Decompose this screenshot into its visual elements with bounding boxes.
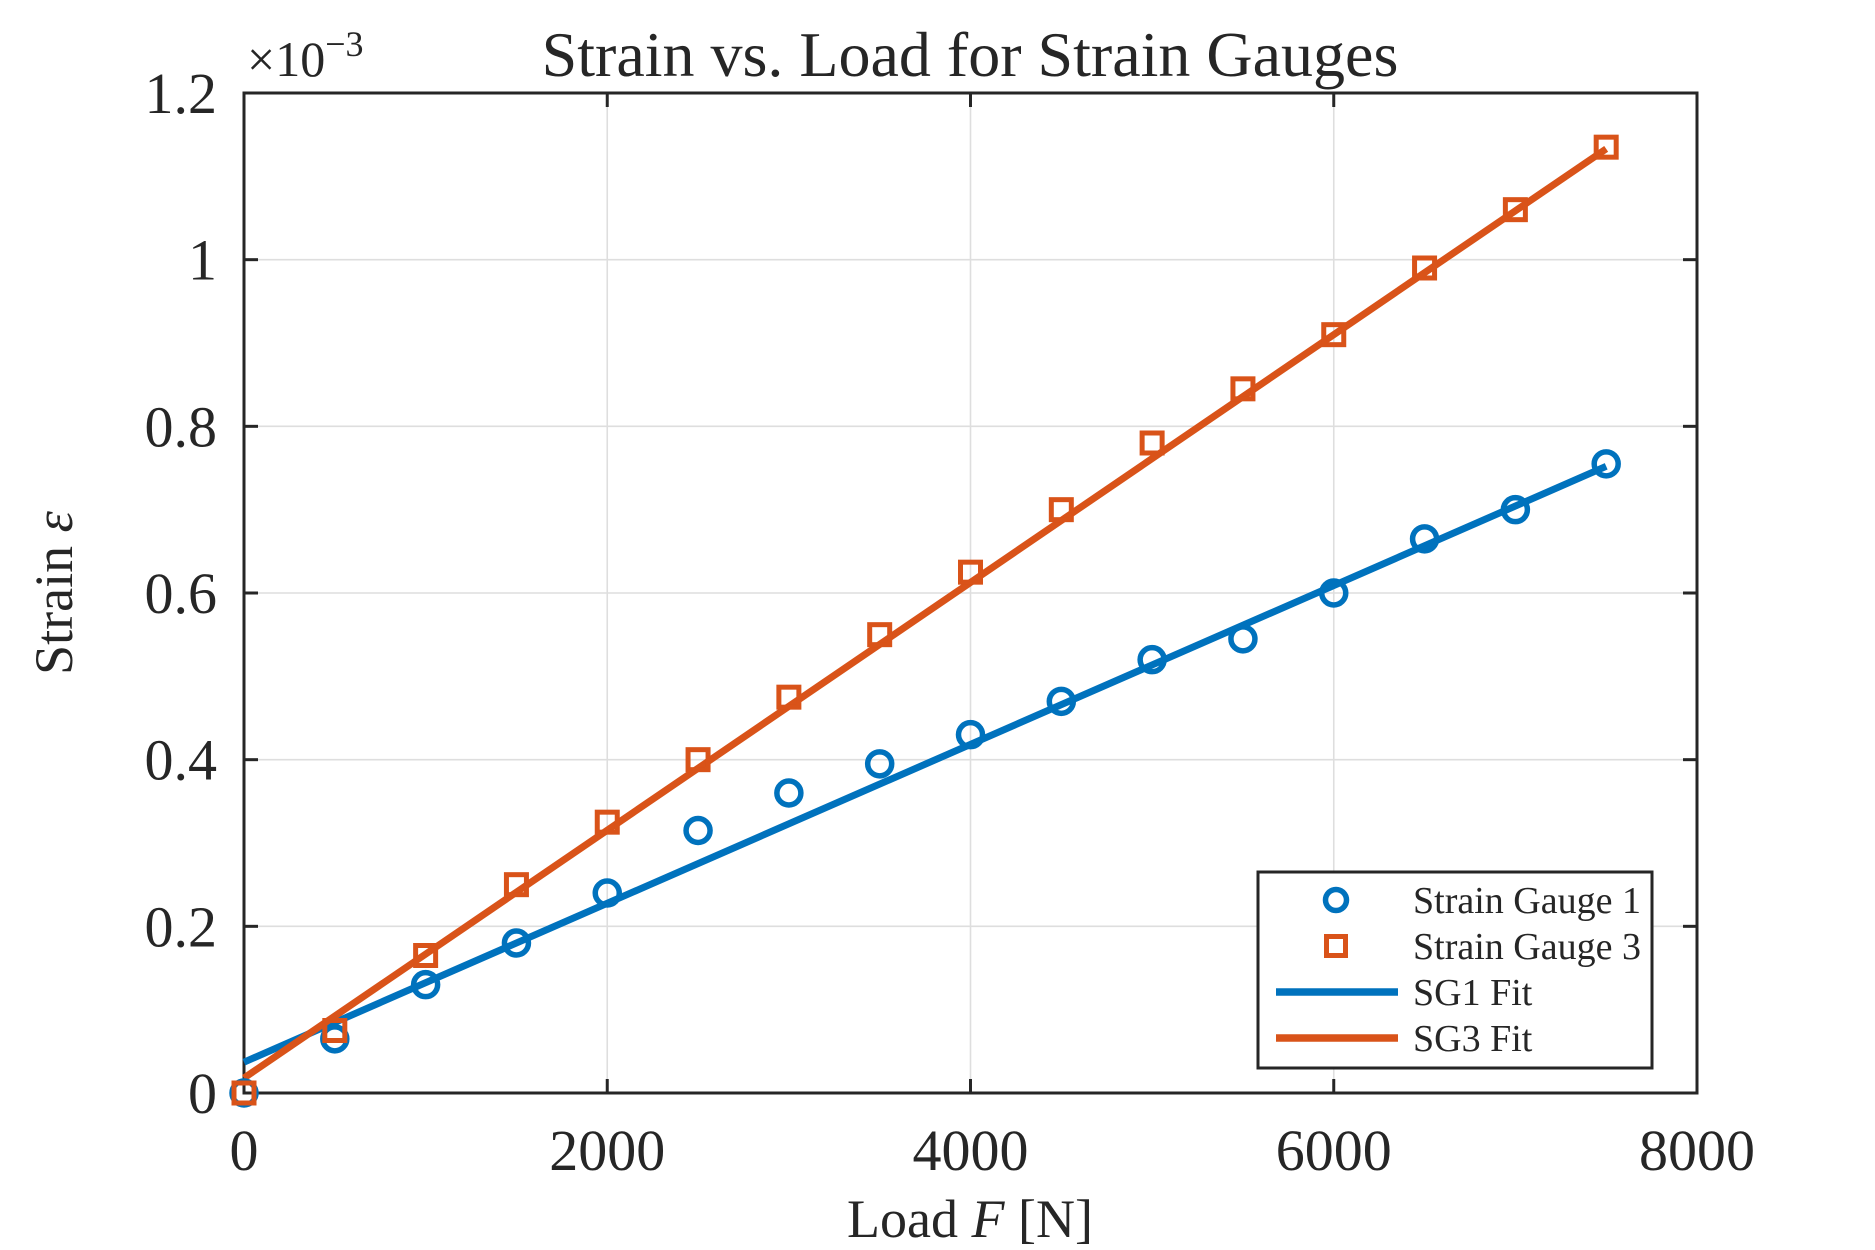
y-tick-label: 0.2 [145,894,218,959]
tick-labels: 0 2000 4000 6000 8000 0 0.2 0.4 0.6 0.8 1 1.2 [145,61,1756,1183]
data-point-square [958,559,983,585]
x-tick-label: 2000 [549,1118,665,1183]
data-point-circle [1137,644,1167,675]
data-point-circle [1500,494,1531,525]
data-point-circle [774,778,804,808]
y-tick-label: 1.2 [145,61,218,126]
legend-label: Strain Gauge 3 [1413,926,1641,968]
legend-row: SG1 Fit [1276,972,1533,1014]
data-point-square [1230,376,1256,402]
sg3-fit-line [242,145,1609,1081]
data-point-circle [501,928,532,958]
data-point-square [1139,430,1165,456]
data-point-circle [1046,686,1077,717]
y-tick-label: 0.8 [145,394,218,459]
legend-label: SG3 Fit [1413,1018,1533,1060]
axes-box [242,91,1699,1095]
data-point-circle [1228,624,1258,654]
x-axis-label: Load F [N] [847,1189,1093,1249]
data-point-square [1502,197,1528,223]
y-tick-label: 1 [188,228,217,293]
y-tick-label: 0.6 [145,561,218,626]
data-point-square [867,622,893,648]
data-point-square [1412,255,1438,281]
y-axis-multiplier: ×10−3 [247,24,364,87]
legend-label: Strain Gauge 1 [1413,880,1641,922]
legend-row: Strain Gauge 1 [1322,880,1641,922]
data-point-square [322,1018,348,1043]
legend-row: Strain Gauge 3 [1324,926,1641,968]
data-point-square [1048,497,1074,523]
data-point-square [776,684,802,710]
x-tick-label: 8000 [1639,1118,1755,1183]
x-tick-label: 6000 [1276,1118,1392,1183]
legend-circle-marker [1322,886,1350,914]
data-point-circle [955,719,986,750]
y-axis-label: Strain ε [24,510,84,675]
data-point-square [594,809,620,835]
data-point-circle [864,749,895,779]
data-point-circle [683,815,713,846]
data-point-square [1593,134,1619,160]
data-point-circle [592,878,622,908]
y-tick-label: 0 [188,1061,217,1126]
data-point-square [231,1080,257,1106]
data-point-square [413,943,439,968]
data-point-circle [1319,578,1349,608]
data-point-square [1321,322,1347,348]
y-tick-label: 0.4 [145,728,218,793]
data-point-square [685,747,711,773]
legend-label: SG1 Fit [1413,972,1533,1014]
data-point-circle [1591,449,1621,479]
strain-gauge-3-markers [231,134,1619,1106]
chart-title: Strain vs. Load for Strain Gauges [542,19,1399,90]
x-tick-label: 0 [230,1118,259,1183]
legend-row: SG3 Fit [1276,1018,1533,1060]
data-point-square [503,872,529,898]
data-series [229,134,1621,1108]
legend-square-marker [1324,934,1348,958]
data-point-circle [410,969,441,1000]
sg1-fit-line [242,463,1608,1066]
x-tick-label: 4000 [913,1118,1029,1183]
data-point-circle [1409,524,1440,554]
